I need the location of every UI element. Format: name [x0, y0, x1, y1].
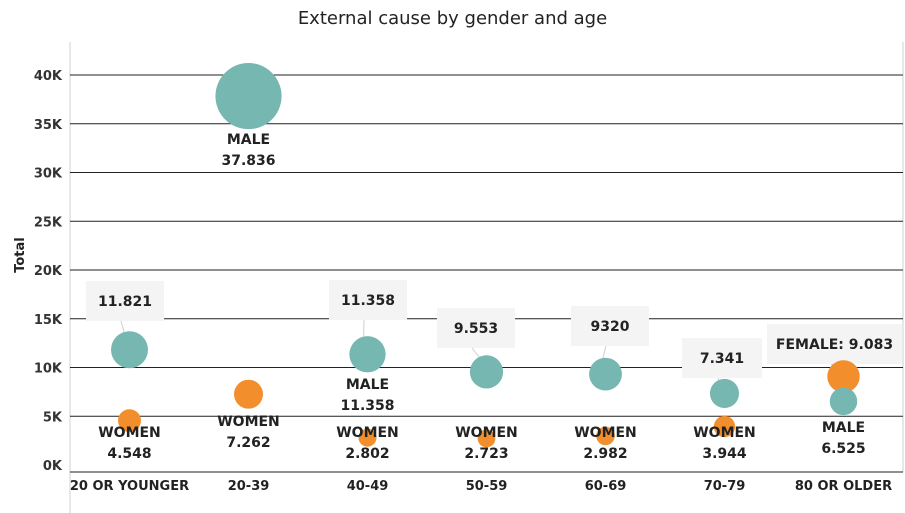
- x-tick-label: 20-39: [228, 479, 270, 494]
- female-bubble: [358, 428, 377, 447]
- data-label: 11.358: [341, 293, 395, 309]
- y-axis-title: Total: [13, 237, 28, 273]
- female-bubble: [713, 415, 736, 438]
- y-tick-label: 25K: [34, 215, 63, 230]
- data-label: WOMEN 2.982: [574, 425, 637, 462]
- data-label: WOMEN 4.548: [98, 425, 161, 462]
- label-box: [86, 281, 164, 321]
- y-tick-label: 0K: [43, 459, 63, 474]
- male-bubble: [589, 357, 622, 391]
- data-label: WOMEN 2.723: [455, 425, 518, 462]
- data-label: 7.341: [700, 351, 744, 367]
- x-tick-label: 70-79: [704, 479, 746, 494]
- data-label: WOMEN 2.802: [336, 425, 399, 462]
- label-box: [437, 308, 515, 348]
- y-tick-label: 30K: [34, 167, 63, 182]
- data-label: FEMALE: 9.083: [776, 337, 893, 353]
- data-label: WOMEN 3.944: [693, 425, 756, 462]
- male-bubble: [349, 336, 386, 373]
- label-box: [767, 324, 902, 364]
- x-tick-label: 50-59: [466, 479, 508, 494]
- x-tick-label: 20 OR YOUNGER: [70, 479, 189, 494]
- y-tick-label: 20K: [34, 264, 63, 279]
- data-label: MALE 6.525: [821, 420, 865, 457]
- x-tick-label: 80 OR OLDER: [795, 479, 892, 494]
- male-bubble: [709, 378, 740, 408]
- female-bubble: [827, 360, 860, 393]
- data-label: 11.821: [98, 294, 152, 310]
- label-box: [571, 306, 649, 346]
- data-label: MALE 11.358: [340, 377, 394, 414]
- y-tick-label: 5K: [43, 410, 63, 425]
- label-box: [329, 280, 407, 320]
- male-bubble: [469, 355, 504, 389]
- y-tick-label: 35K: [34, 118, 63, 133]
- data-label: WOMEN 7.262: [217, 414, 280, 451]
- female-bubble: [234, 379, 263, 409]
- y-tick-label: 10K: [34, 362, 63, 377]
- x-tick-label: 40-49: [347, 479, 389, 494]
- male-bubble: [829, 387, 858, 416]
- male-bubble: [215, 63, 282, 130]
- label-box: [682, 338, 762, 378]
- female-bubble: [596, 426, 615, 446]
- data-label: MALE 37.836: [221, 132, 275, 169]
- chart-title: External cause by gender and age: [297, 8, 608, 29]
- y-tick-label: 40K: [34, 69, 63, 84]
- y-tick-label: 15K: [34, 313, 63, 328]
- female-bubble: [477, 429, 496, 448]
- female-bubble: [118, 409, 141, 433]
- data-label: 9.553: [454, 321, 498, 337]
- x-tick-label: 60-69: [585, 479, 627, 494]
- male-bubble: [111, 331, 148, 369]
- data-label: 9320: [591, 319, 630, 335]
